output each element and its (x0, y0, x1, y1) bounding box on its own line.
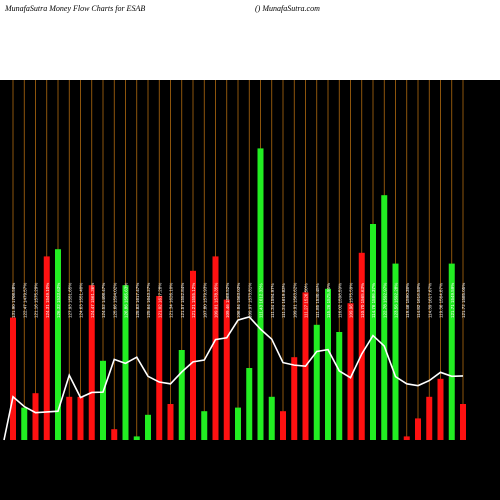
money-flow-bar (201, 411, 208, 440)
x-tick-label: 116.02 1598.59% (337, 283, 342, 318)
money-flow-bar (235, 407, 241, 440)
money-flow-bar (167, 404, 174, 440)
x-tick-label: 121.71 1549.59% (450, 283, 455, 318)
money-flow-bar (336, 332, 343, 440)
x-tick-label: 121.16 1575.29% (34, 283, 39, 318)
x-tick-label: 109.97 1573.81% (247, 283, 252, 318)
x-tick-label: 111.34 1594.97% (270, 283, 275, 318)
money-flow-bar (460, 404, 466, 440)
x-tick-label: 125.83 1617.47% (135, 283, 140, 318)
money-flow-bar (10, 317, 16, 440)
money-flow-bar (347, 303, 354, 440)
money-flow-bar (313, 324, 320, 440)
money-flow-bar (448, 263, 455, 440)
x-tick-label: 114.39 1617.67% (427, 283, 432, 318)
money-flow-bar (100, 360, 106, 440)
x-tick-label: 124.63 1551.40% (79, 283, 84, 318)
x-tick-label: 122.78 1592.97% (382, 283, 387, 318)
money-flow-bar (381, 195, 388, 440)
money-flow-bar (437, 378, 444, 440)
money-flow-bar (268, 396, 275, 440)
price-line-layer (3, 315, 464, 441)
x-tick-label: 109.46 1568.52% (225, 283, 230, 318)
money-flow-bar (145, 414, 151, 440)
money-flow-bar (133, 436, 140, 440)
money-flow-bar (212, 256, 219, 440)
x-tick-label: 122.47 1479.57% (22, 283, 27, 318)
x-tick-label: 109.01 1578.35% (214, 283, 219, 318)
money-flow-bar (66, 396, 73, 440)
money-flow-bar (88, 285, 95, 440)
money-flow-bar (43, 256, 50, 440)
money-flow-bar (291, 357, 298, 440)
money-flow-bar (370, 224, 376, 440)
money-flow-chart: 131.90 1708.58% 122.47 1479.57% 121.16 157… (3, 80, 466, 441)
x-tick-label: 125.64 1643.27% (146, 283, 151, 318)
money-flow-bar (55, 249, 61, 440)
x-tick-label: 126.32 1533.63% (56, 283, 61, 318)
money-flow-bar (426, 396, 433, 440)
x-tick-label: 121.57 1552.84% (180, 283, 185, 318)
x-tick-label: 123.56 1592.28% (394, 283, 399, 318)
x-tick-label: 131.90 1708.58% (11, 283, 16, 318)
price-line (3, 315, 464, 441)
x-tick-label: 127.93 1551.65% (67, 283, 72, 318)
money-flow-bar (21, 407, 28, 440)
x-tick-label: 110.70 1565.63% (360, 283, 365, 318)
money-flow-bar (392, 263, 399, 440)
money-flow-bar (280, 411, 286, 440)
x-tick-label: 115.26 1575.95% (326, 283, 331, 318)
x-tick-label: 119.36 1564.87% (439, 283, 444, 318)
x-tick-label: 106.84 1563.03% (236, 283, 241, 318)
money-flow-bar (111, 429, 118, 440)
x-tick-label: 121.72 1585.05% (461, 283, 466, 318)
money-flow-bar (178, 350, 185, 440)
money-flow-bar (156, 296, 163, 440)
money-flow-bar (358, 252, 365, 440)
site-credit: () MunafaSutra.com (255, 4, 320, 13)
x-tick-label: 109.91 1563.62% (292, 283, 297, 318)
x-tick-label: 114.76 1586.37% (371, 283, 376, 318)
x-tick-label: 121.02 1617.28% (157, 283, 162, 318)
money-flow-bar (190, 270, 196, 440)
money-flow-bar (415, 418, 421, 440)
money-flow-bar (223, 299, 230, 440)
x-tick-label: 114.82 1616.58% (416, 283, 421, 318)
money-flow-bar (257, 148, 264, 440)
x-tick-label: 124.52 1408.47% (101, 283, 106, 318)
x-tick-labels: 131.90 1708.58% 122.47 1479.57% 121.16 157… (11, 283, 466, 318)
money-flow-bar (32, 393, 39, 440)
x-tick-label: 121.21 1555.12% (191, 283, 196, 318)
x-tick-label: 111.43 1612.32% (259, 283, 264, 318)
x-tick-label: 107.80 1579.93% (202, 283, 207, 318)
x-tick-label: 109.96 1575.59% (349, 283, 354, 318)
x-tick-label: 111.27 1526.50% (304, 283, 309, 318)
x-tick-label: 111.85 1530.45% (315, 283, 320, 318)
x-tick-label: 121.34 1626.10% (169, 283, 174, 318)
money-flow-bar (77, 396, 84, 440)
x-tick-label: 126.86 1565.63% (124, 283, 129, 318)
x-tick-label: 124.47 1561.36% (90, 283, 95, 318)
chart-title: MunafaSutra Money Flow Charts for ESAB (5, 4, 146, 13)
x-tick-label: 124.31 1549.10% (45, 283, 50, 318)
chart-header: MunafaSutra Money Flow Charts for ESAB (… (0, 0, 500, 80)
x-tick-label: 119.46 1590.38% (405, 283, 410, 318)
x-tick-label: 111.24 1619.83% (281, 283, 286, 318)
x-tick-label: 125.66 1594.02% (112, 283, 117, 318)
money-flow-bar (246, 368, 253, 440)
money-flow-bar (403, 436, 410, 440)
money-flow-bar (325, 288, 331, 440)
